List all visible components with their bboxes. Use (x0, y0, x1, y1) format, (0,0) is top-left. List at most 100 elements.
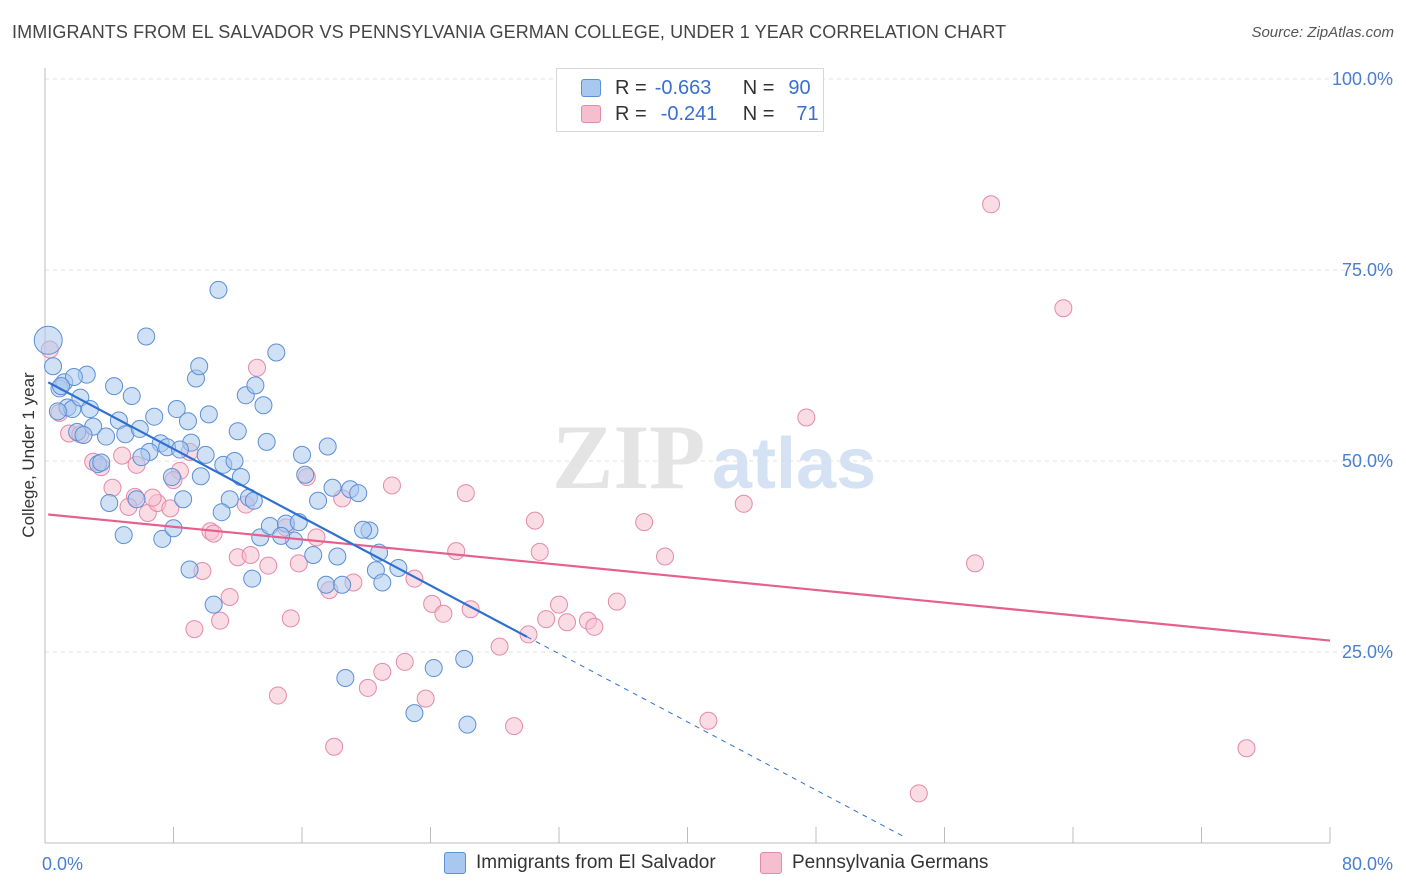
legend-n-value: 90 (788, 76, 811, 99)
blue-swatch (581, 79, 601, 97)
pink-data-point (909, 784, 928, 803)
pink-data-point (113, 446, 132, 465)
blue-data-point (196, 445, 215, 464)
blue-data-point (127, 490, 146, 509)
pink-data-point (797, 408, 816, 427)
blue-data-point (153, 529, 172, 548)
pink-data-point (103, 478, 122, 497)
blue-data-point (174, 490, 193, 509)
blue-data-point (92, 453, 111, 472)
pink-data-point (525, 511, 544, 530)
blue-data-point (293, 445, 311, 464)
pink-data-point (143, 488, 162, 507)
blue-data-point (199, 405, 218, 424)
pink-data-point (585, 617, 604, 636)
pink-data-point (966, 554, 985, 573)
legend-r-label: R = (615, 102, 647, 125)
pink-data-point (325, 737, 344, 756)
y-tick-label: 75.0% (1342, 260, 1393, 280)
y-axis-label: College, Under 1 year (19, 372, 38, 538)
blue-data-point (33, 325, 63, 355)
pink-data-point (161, 499, 180, 518)
blue-data-point (137, 327, 156, 346)
y-tick-label: 25.0% (1342, 642, 1393, 662)
pink-data-point (550, 595, 568, 614)
pink-data-point (519, 625, 538, 644)
blue-data-point (191, 467, 210, 486)
pink-data-point (289, 554, 308, 573)
pink-data-point (447, 542, 466, 561)
pink-data-point (1054, 299, 1073, 318)
pink-data-point (416, 689, 435, 708)
pink-data-point (699, 711, 718, 730)
blue-legend-swatch (444, 852, 466, 874)
blue-data-point (105, 377, 124, 396)
pink-data-point (456, 484, 475, 503)
trend-lines (47, 381, 1331, 838)
legend-n-label: N = (742, 76, 775, 99)
blue-data-point (114, 526, 133, 545)
pink-data-point (373, 662, 392, 681)
blue-data-point (318, 437, 337, 456)
blue-data-point (333, 575, 352, 594)
pink-data-point (259, 556, 278, 575)
pink-data-point (185, 620, 204, 639)
blue-trend-extension (526, 636, 905, 838)
blue-data-point (323, 478, 342, 497)
blue-data-point (373, 573, 392, 592)
pink-trend-line (48, 513, 1331, 642)
pink-data-point (734, 494, 753, 513)
blue-data-point (458, 715, 477, 734)
watermark-atlas: atlas (712, 424, 876, 504)
series-legend-pink: Pennsylvania Germans (760, 852, 988, 874)
blue-data-point (251, 528, 270, 547)
blue-data-point (304, 545, 323, 564)
blue-data-point (246, 376, 265, 395)
blue-data-point (100, 494, 119, 513)
blue-data-point (132, 448, 151, 467)
legend-n-label: N = (742, 102, 775, 125)
legend-row-blue: R = -0.663 N = 90 (581, 75, 811, 101)
blue-data-point (97, 427, 116, 446)
y-tick-label: 100.0% (1332, 69, 1393, 89)
blue-data-point (317, 575, 336, 594)
blue-data-point (228, 422, 247, 441)
series-legend-label: Immigrants from El Salvador (476, 852, 716, 873)
watermark-zip: ZIP (552, 406, 705, 508)
blue-data-point (44, 357, 63, 376)
pink-data-point (204, 524, 223, 543)
blue-data-point (354, 520, 373, 539)
chart-title: IMMIGRANTS FROM EL SALVADOR VS PENNSYLVA… (12, 22, 1007, 42)
blue-data-point (64, 367, 83, 386)
x-tick-min: 0.0% (42, 854, 83, 874)
blue-data-point (424, 659, 443, 678)
legend-row-pink: R = -0.241 N = 71 (581, 101, 819, 127)
legend-r-label: R = (615, 76, 647, 99)
pink-data-point (434, 604, 453, 623)
blue-data-point (267, 343, 286, 362)
pink-data-point (537, 610, 556, 629)
pink-data-point (268, 686, 287, 705)
blue-data-point (455, 649, 474, 668)
pink-data-point (423, 594, 442, 613)
axes (44, 68, 1331, 844)
grid-lines (45, 78, 1393, 653)
pink-data-point (382, 476, 401, 495)
watermark: ZIP atlas (552, 406, 876, 508)
blue-data-point (48, 402, 67, 421)
pink-data-point (558, 613, 577, 632)
series-legend-blue: Immigrants from El Salvador (444, 852, 716, 874)
series-legend-label: Pennsylvania Germans (792, 852, 989, 873)
blue-data-point (178, 412, 197, 431)
pink-data-point (358, 678, 377, 697)
blue-data-point (225, 452, 244, 470)
blue-data-point (122, 387, 141, 406)
blue-data-point (336, 668, 355, 687)
blue-data-point (212, 503, 231, 522)
blue-data-point (328, 547, 347, 566)
series-legend: Immigrants from El Salvador Pennsylvania… (0, 852, 1406, 878)
blue-data-point (257, 432, 276, 451)
pink-data-point (607, 592, 626, 611)
pink-data-point (656, 547, 675, 566)
